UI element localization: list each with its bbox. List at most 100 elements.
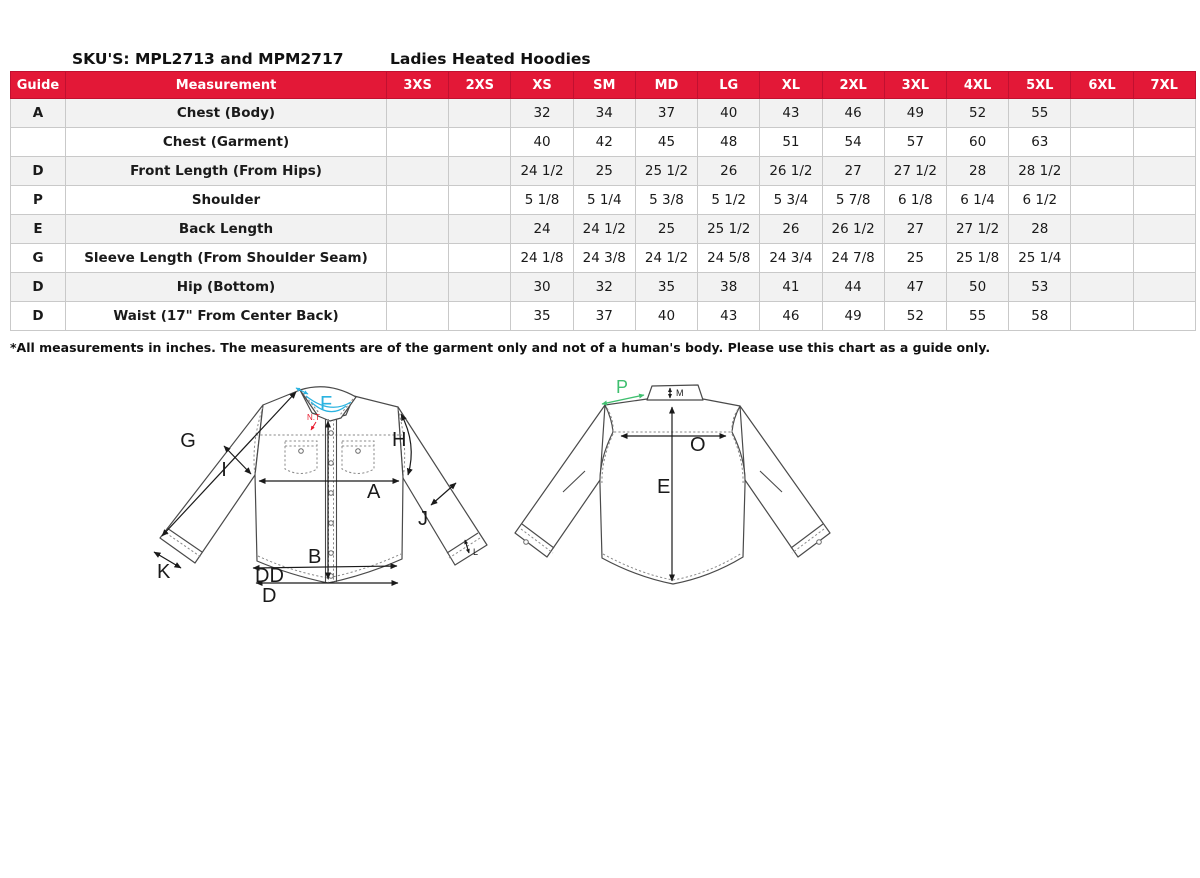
table-row: Chest (Garment) 40 42 45 48 51 54 57 60 63 <box>10 127 1196 157</box>
size-table-header-row: Guide Measurement 3XS 2XS XS SM MD LG XL 2XL 3XL 4X… <box>10 71 1196 99</box>
value-cell <box>1070 185 1134 215</box>
value-cell <box>448 127 512 157</box>
value-cell <box>1132 272 1196 302</box>
back-view-diagram: P M O E <box>514 377 831 585</box>
value-cell <box>385 156 450 186</box>
value-cell: 27 1/2 <box>883 156 947 186</box>
front-arrow-NT <box>310 421 317 431</box>
value-cell: 63 <box>1008 127 1072 157</box>
value-cell <box>385 243 450 273</box>
measurement-cell: Shoulder <box>65 185 387 215</box>
value-cell: 35 <box>634 272 699 302</box>
front-label-B: B <box>308 546 321 568</box>
guide-cell: D <box>10 272 66 302</box>
front-label-I: I <box>221 459 227 481</box>
product-name: Ladies Heated Hoodies <box>390 50 591 68</box>
value-cell: 46 <box>759 301 823 331</box>
value-cell <box>1070 127 1134 157</box>
value-cell: 5 7/8 <box>821 185 885 215</box>
value-cell <box>448 243 512 273</box>
column-header-7xl: 7XL <box>1132 71 1196 99</box>
value-cell: 24 1/2 <box>510 156 574 186</box>
front-label-H: H <box>392 429 406 451</box>
front-label-K: K <box>157 561 171 583</box>
front-arrow-DD <box>252 563 398 571</box>
value-cell: 49 <box>821 301 885 331</box>
value-cell <box>385 214 450 244</box>
column-header-guide: Guide <box>10 71 66 99</box>
front-arrow-J <box>430 482 457 506</box>
column-header-sm: SM <box>572 71 636 99</box>
value-cell: 34 <box>572 98 636 128</box>
column-header-5xl: 5XL <box>1008 71 1072 99</box>
value-cell <box>1070 272 1134 302</box>
column-header-2xs: 2XS <box>448 71 512 99</box>
measurement-cell: Chest (Body) <box>65 98 387 128</box>
value-cell: 24 1/8 <box>510 243 574 273</box>
value-cell: 35 <box>510 301 574 331</box>
value-cell <box>1132 185 1196 215</box>
value-cell: 26 1/2 <box>821 214 885 244</box>
value-cell: 26 <box>759 214 823 244</box>
back-right-sleeve <box>739 405 831 558</box>
column-header-md: MD <box>634 71 699 99</box>
value-cell: 5 3/8 <box>634 185 699 215</box>
value-cell: 25 <box>634 214 699 244</box>
front-label-NT: N.T <box>307 413 320 422</box>
front-arrow-I <box>223 445 252 475</box>
back-label-P: P <box>616 377 628 397</box>
column-header-xl: XL <box>759 71 823 99</box>
title-row: SKU'S: MPL2713 and MPM2717 Ladies Heated… <box>0 50 1200 70</box>
value-cell: 6 1/4 <box>945 185 1010 215</box>
measurement-cell: Front Length (From Hips) <box>65 156 387 186</box>
value-cell: 52 <box>945 98 1010 128</box>
back-arrow-P <box>601 393 645 406</box>
value-cell: 51 <box>759 127 823 157</box>
table-row: D Waist (17" From Center Back) 35 37 40 43 46 4… <box>10 301 1196 331</box>
value-cell <box>1070 243 1134 273</box>
front-right-sleeve <box>397 406 488 566</box>
guide-cell: G <box>10 243 66 273</box>
front-label-A: A <box>367 481 381 503</box>
table-row: E Back Length 24 24 1/2 25 25 1/2 26 26 1/2 27 27… <box>10 214 1196 244</box>
value-cell <box>448 185 512 215</box>
value-cell: 40 <box>510 127 574 157</box>
value-cell: 24 3/8 <box>572 243 636 273</box>
value-cell: 43 <box>759 98 823 128</box>
value-cell: 41 <box>759 272 823 302</box>
back-label-O: O <box>690 434 706 456</box>
table-row: A Chest (Body) 32 34 37 40 43 46 49 52 55 <box>10 98 1196 128</box>
value-cell: 40 <box>697 98 761 128</box>
value-cell: 24 7/8 <box>821 243 885 273</box>
guide-cell: E <box>10 214 66 244</box>
table-row: P Shoulder 5 1/8 5 1/4 5 3/8 5 1/2 5 3/4 5 7/8 6… <box>10 185 1196 215</box>
value-cell: 48 <box>697 127 761 157</box>
value-cell: 52 <box>883 301 947 331</box>
value-cell: 43 <box>697 301 761 331</box>
value-cell: 27 <box>883 214 947 244</box>
value-cell: 53 <box>1008 272 1072 302</box>
value-cell: 55 <box>1008 98 1072 128</box>
footnote: *All measurements in inches. The measure… <box>10 340 991 355</box>
value-cell: 25 1/4 <box>1008 243 1072 273</box>
front-left-sleeve <box>159 404 264 564</box>
guide-cell: D <box>10 156 66 186</box>
value-cell <box>385 301 450 331</box>
value-cell: 55 <box>945 301 1010 331</box>
value-cell: 44 <box>821 272 885 302</box>
value-cell: 50 <box>945 272 1010 302</box>
column-header-6xl: 6XL <box>1070 71 1134 99</box>
column-header-2xl: 2XL <box>821 71 885 99</box>
front-label-D: D <box>262 585 276 607</box>
column-header-4xl: 4XL <box>945 71 1010 99</box>
column-header-xs: XS <box>510 71 574 99</box>
front-arrow-L <box>464 539 470 554</box>
value-cell: 32 <box>572 272 636 302</box>
value-cell: 26 1/2 <box>759 156 823 186</box>
value-cell: 24 <box>510 214 574 244</box>
value-cell: 58 <box>1008 301 1072 331</box>
guide-cell: D <box>10 301 66 331</box>
value-cell: 25 1/8 <box>945 243 1010 273</box>
value-cell: 54 <box>821 127 885 157</box>
